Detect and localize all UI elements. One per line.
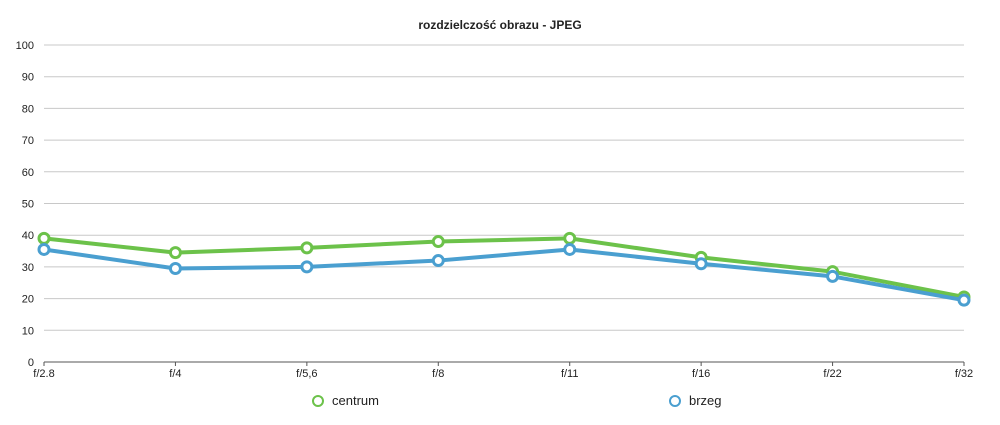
y-tick-label: 60 [22, 167, 34, 179]
gridlines [44, 44, 964, 331]
chart-title: rozdzielczość obrazu - JPEG [418, 18, 582, 32]
x-tick-label: f/22 [823, 368, 841, 380]
data-point[interactable] [694, 257, 708, 271]
data-point[interactable] [300, 241, 314, 255]
y-tick-label: 20 [22, 294, 34, 306]
y-tick-label: 40 [22, 230, 34, 242]
legend-label: centrum [332, 393, 379, 408]
y-tick-label: 30 [22, 262, 34, 274]
data-point[interactable] [168, 261, 182, 275]
y-tick-label: 90 [22, 72, 34, 84]
y-tick-label: 80 [22, 103, 34, 115]
data-point[interactable] [563, 242, 577, 256]
data-point[interactable] [431, 235, 445, 249]
data-point[interactable] [826, 269, 840, 283]
data-point[interactable] [168, 246, 182, 260]
x-tick-label: f/32 [955, 368, 973, 380]
series-line [43, 247, 965, 303]
y-tick-label: 70 [22, 135, 34, 147]
legend-label: brzeg [689, 393, 722, 408]
data-point[interactable] [957, 293, 971, 307]
legend-item-centrum[interactable]: centrum [312, 393, 379, 408]
legend-marker-icon [312, 394, 324, 407]
data-point[interactable] [37, 242, 51, 256]
x-tick-label: f/11 [561, 368, 579, 380]
axes: 0 10 20 30 40 50 60 70 80 90 100 f/2.8 f/4 f/5,6 f/8 f/… [16, 40, 974, 380]
x-tick-label: f/16 [692, 368, 710, 380]
data-point[interactable] [300, 260, 314, 274]
x-tick-label: f/4 [169, 368, 181, 380]
legend-marker-icon [669, 394, 681, 407]
series-line [43, 236, 965, 299]
data-point[interactable] [431, 254, 445, 268]
y-tick-label: 10 [22, 325, 34, 337]
y-tick-label: 0 [28, 357, 34, 369]
data-point[interactable] [563, 231, 577, 245]
y-tick-label: 100 [16, 40, 34, 52]
x-tick-label: f/8 [432, 368, 444, 380]
data-point[interactable] [37, 231, 51, 245]
x-tick-label: f/5,6 [296, 368, 317, 380]
y-tick-label: 50 [22, 199, 34, 211]
series-lines [37, 231, 971, 307]
x-tick-label: f/2.8 [33, 368, 54, 380]
legend-item-brzeg[interactable]: brzeg [669, 393, 722, 408]
series-brzeg [37, 242, 971, 307]
